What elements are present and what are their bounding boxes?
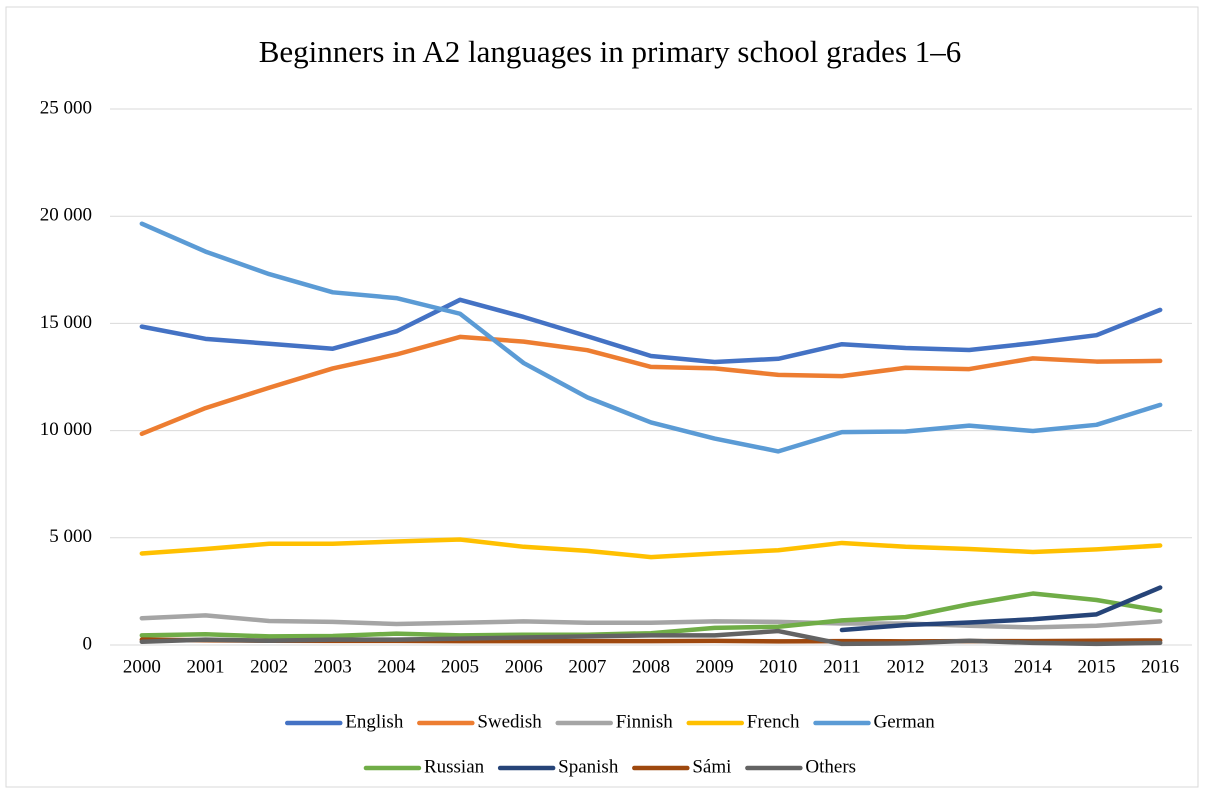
y-tick-label: 5 000 [49, 526, 92, 547]
series-line [139, 537, 1163, 560]
series-line [839, 585, 1163, 633]
x-tick-label: 2002 [250, 656, 288, 677]
x-tick-label: 2005 [441, 656, 479, 677]
legend-label: French [747, 711, 800, 732]
legend-label: English [345, 711, 404, 732]
x-tick-label: 2010 [759, 656, 797, 677]
legend-label: Sámi [692, 756, 731, 777]
x-tick-label: 2004 [377, 656, 416, 677]
legend-label: Others [805, 756, 856, 777]
x-tick-label: 2001 [186, 656, 224, 677]
x-tick-label: 2013 [950, 656, 988, 677]
y-tick-label: 10 000 [40, 419, 92, 440]
y-tick-label: 15 000 [40, 312, 92, 333]
x-tick-label: 2011 [823, 656, 860, 677]
series-line [139, 613, 1163, 630]
chart-title: Beginners in A2 languages in primary sch… [259, 34, 962, 69]
x-tick-label: 2006 [505, 656, 543, 677]
y-tick-label: 0 [83, 633, 93, 654]
legend-label: German [874, 711, 936, 732]
legend-label: Finnish [616, 711, 674, 732]
chart-border [5, 6, 1199, 788]
x-tick-label: 2008 [632, 656, 670, 677]
series-line [139, 297, 1163, 365]
y-tick-label: 25 000 [40, 97, 92, 118]
x-tick-label: 2016 [1141, 656, 1179, 677]
y-tick-label: 20 000 [40, 205, 92, 226]
x-tick-label: 2012 [887, 656, 925, 677]
legend-label: Russian [424, 756, 485, 777]
x-tick-label: 2015 [1078, 656, 1116, 677]
x-tick-label: 2000 [123, 656, 161, 677]
series-line [139, 334, 1163, 437]
legend-label: Swedish [477, 711, 542, 732]
x-tick-label: 2014 [1014, 656, 1053, 677]
legend-label: Spanish [558, 756, 619, 777]
series-line [139, 221, 1163, 454]
series-line [139, 628, 1163, 647]
x-tick-label: 2007 [568, 656, 606, 677]
x-tick-label: 2003 [314, 656, 352, 677]
x-tick-label: 2009 [696, 656, 734, 677]
